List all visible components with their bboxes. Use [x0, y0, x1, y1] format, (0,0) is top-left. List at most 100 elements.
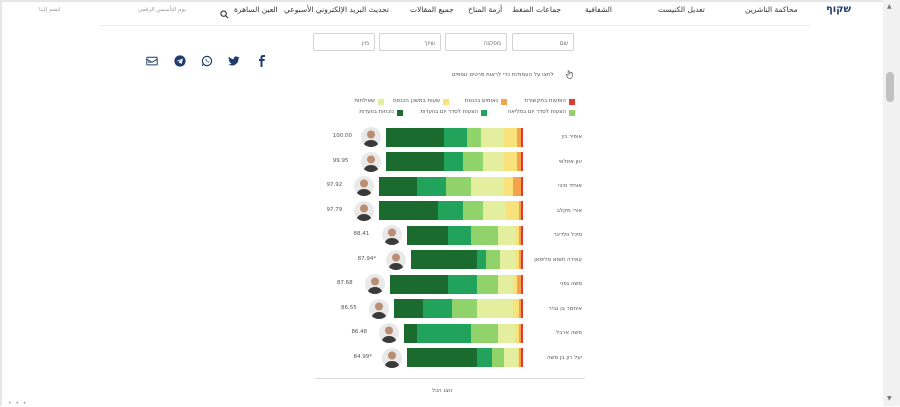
bar-segment[interactable]	[389, 274, 449, 294]
bar-segment[interactable]	[410, 250, 478, 269]
bar-segment[interactable]	[520, 348, 523, 367]
show-all-button[interactable]: הצג הכל	[432, 388, 453, 394]
bar-segment[interactable]	[471, 323, 499, 343]
bar-segment[interactable]	[446, 176, 471, 196]
bar-segment[interactable]	[385, 127, 444, 147]
bar-segment[interactable]	[443, 152, 463, 171]
filter-affiliation-input[interactable]	[379, 33, 441, 51]
filter-name-input[interactable]	[512, 33, 574, 51]
bar-segment[interactable]	[385, 152, 444, 171]
nav-account-link[interactable]: انضم إلينا	[39, 7, 61, 13]
bar-segment[interactable]	[477, 250, 486, 269]
row-member-name[interactable]: משה ארבל	[555, 330, 582, 336]
search-input[interactable]: يوم التأسيس الرقمي	[138, 7, 186, 13]
bar-segment[interactable]	[518, 225, 521, 245]
filter-gender-input[interactable]	[313, 33, 375, 51]
bar-segment[interactable]	[404, 323, 417, 343]
scrollbar-thumb[interactable]	[886, 72, 894, 102]
bar-segment[interactable]	[448, 225, 471, 245]
bar-segment[interactable]	[379, 176, 417, 196]
bar-segment[interactable]	[498, 274, 513, 294]
row-member-name[interactable]: אופיר כץ	[561, 134, 582, 140]
bar-segment[interactable]	[512, 176, 521, 196]
filter-party-input[interactable]	[445, 33, 507, 51]
row-member-name[interactable]: אוחיד טיבי	[558, 183, 582, 189]
bar-segment[interactable]	[520, 323, 523, 343]
bar-segment[interactable]	[520, 152, 523, 171]
bar-segment[interactable]	[452, 299, 478, 318]
nav-item-transparency[interactable]: الشفافية	[585, 5, 613, 14]
bar-segment[interactable]	[520, 274, 523, 294]
bar-segment[interactable]	[394, 299, 424, 318]
bar-segment[interactable]	[416, 176, 447, 196]
bar-segment[interactable]	[379, 201, 438, 220]
nav-item-publishers-trial[interactable]: محاكمة الناشرين	[745, 5, 798, 14]
row-member-name[interactable]: משה גפני	[559, 281, 582, 287]
nav-item-watchful-eye[interactable]: العين الساهرة	[234, 5, 278, 14]
bar-segment[interactable]	[477, 348, 492, 367]
bar-segment[interactable]	[504, 348, 517, 367]
bar-segment[interactable]	[512, 299, 519, 318]
row-member-name[interactable]: יעל רון בן משה	[546, 354, 582, 361]
bar-segment[interactable]	[477, 274, 499, 294]
bar-segment[interactable]	[462, 201, 484, 220]
bar-segment[interactable]	[477, 299, 513, 318]
row-member-name[interactable]: עאידה תומא סלימאן	[534, 256, 582, 263]
bar-segment[interactable]	[437, 201, 463, 220]
nav-item-all-articles[interactable]: جميع المقالات	[410, 5, 454, 14]
row-member-name[interactable]: ינון אזולאי	[558, 158, 582, 165]
whatsapp-icon[interactable]	[201, 55, 213, 67]
bar-segment[interactable]	[466, 127, 482, 147]
facebook-icon[interactable]	[256, 55, 268, 67]
search-icon[interactable]	[220, 10, 229, 19]
bar-segment[interactable]	[483, 201, 507, 220]
bar-segment[interactable]	[491, 348, 505, 367]
bar-segment[interactable]	[518, 299, 521, 318]
bar-segment[interactable]	[443, 127, 467, 147]
bar-segment[interactable]	[406, 348, 478, 367]
email-icon[interactable]	[146, 55, 158, 67]
bar-segment[interactable]	[483, 152, 505, 171]
bar-segment[interactable]	[498, 323, 515, 343]
nav-item-climate-crisis[interactable]: أزمة المناخ	[468, 5, 503, 14]
bar-segment[interactable]	[516, 152, 521, 171]
twitter-icon[interactable]	[228, 55, 240, 67]
bar-segment[interactable]	[514, 323, 519, 343]
bar-segment[interactable]	[416, 323, 471, 343]
bar-segment[interactable]	[498, 225, 515, 245]
bar-segment[interactable]	[520, 299, 523, 318]
bar-segment[interactable]	[448, 274, 478, 294]
bar-segment[interactable]	[506, 201, 519, 220]
bar-segment[interactable]	[520, 225, 523, 245]
bar-segment[interactable]	[518, 348, 521, 367]
bar-segment[interactable]	[500, 250, 515, 269]
bar-segment[interactable]	[462, 152, 484, 171]
nav-item-lobbying[interactable]: جماعات الضغط	[512, 5, 562, 14]
bar-segment[interactable]	[518, 323, 521, 343]
scrollbar-track[interactable]	[883, 0, 900, 406]
bar-segment[interactable]	[518, 201, 521, 220]
bar-segment[interactable]	[516, 274, 521, 294]
scroll-down-arrow-icon[interactable]: ▼	[887, 395, 892, 402]
row-member-name[interactable]: אורי מקלב	[556, 207, 582, 214]
bar-segment[interactable]	[423, 299, 453, 318]
bar-segment[interactable]	[485, 250, 501, 269]
bar-segment[interactable]	[481, 127, 505, 147]
row-member-name[interactable]: מיכל וולדיגר	[553, 232, 582, 238]
bar-segment[interactable]	[514, 225, 519, 245]
bar-segment[interactable]	[516, 127, 521, 147]
row-member-name[interactable]: איתמר בן גביר	[548, 305, 582, 312]
scroll-up-arrow-icon[interactable]: ▲	[887, 3, 892, 10]
brand-logo[interactable]: שקוף	[826, 4, 852, 15]
bar-segment[interactable]	[471, 225, 499, 245]
bar-segment[interactable]	[520, 176, 523, 196]
bar-segment[interactable]	[518, 250, 521, 269]
bar-segment[interactable]	[520, 127, 523, 147]
nav-item-knesset-amendment[interactable]: تعديل الكنيست	[658, 5, 705, 14]
bar-segment[interactable]	[520, 250, 523, 269]
bar-segment[interactable]	[504, 176, 513, 196]
bar-segment[interactable]	[520, 201, 523, 220]
bar-segment[interactable]	[504, 152, 517, 171]
bar-segment[interactable]	[512, 274, 517, 294]
bar-segment[interactable]	[514, 250, 519, 269]
